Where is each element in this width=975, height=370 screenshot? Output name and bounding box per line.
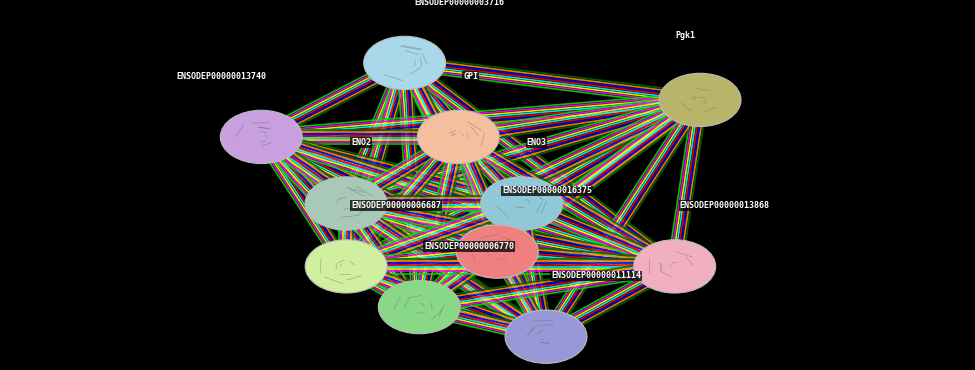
Text: ENSODEP00000011114: ENSODEP00000011114 <box>551 272 641 280</box>
Ellipse shape <box>417 110 499 164</box>
Text: ENSODEP00000003716: ENSODEP00000003716 <box>414 0 504 7</box>
Text: ENSODEP00000013868: ENSODEP00000013868 <box>680 201 769 210</box>
Text: ENO2: ENO2 <box>351 138 371 147</box>
Text: ENSODEP00000006770: ENSODEP00000006770 <box>424 242 514 251</box>
Ellipse shape <box>378 280 460 334</box>
Ellipse shape <box>634 240 716 293</box>
Ellipse shape <box>456 225 538 278</box>
Ellipse shape <box>305 177 387 230</box>
Ellipse shape <box>505 310 587 363</box>
Text: ENSODEP00000016375: ENSODEP00000016375 <box>502 186 592 195</box>
Ellipse shape <box>220 110 302 164</box>
Text: ENO3: ENO3 <box>526 138 547 147</box>
Ellipse shape <box>364 36 446 90</box>
Ellipse shape <box>481 177 563 230</box>
Text: Pgk1: Pgk1 <box>675 31 695 40</box>
Ellipse shape <box>305 240 387 293</box>
Text: ENSODEP00000006687: ENSODEP00000006687 <box>351 201 441 210</box>
Text: ENSODEP00000013740: ENSODEP00000013740 <box>176 72 266 81</box>
Text: GPI: GPI <box>463 72 478 81</box>
Ellipse shape <box>659 73 741 127</box>
